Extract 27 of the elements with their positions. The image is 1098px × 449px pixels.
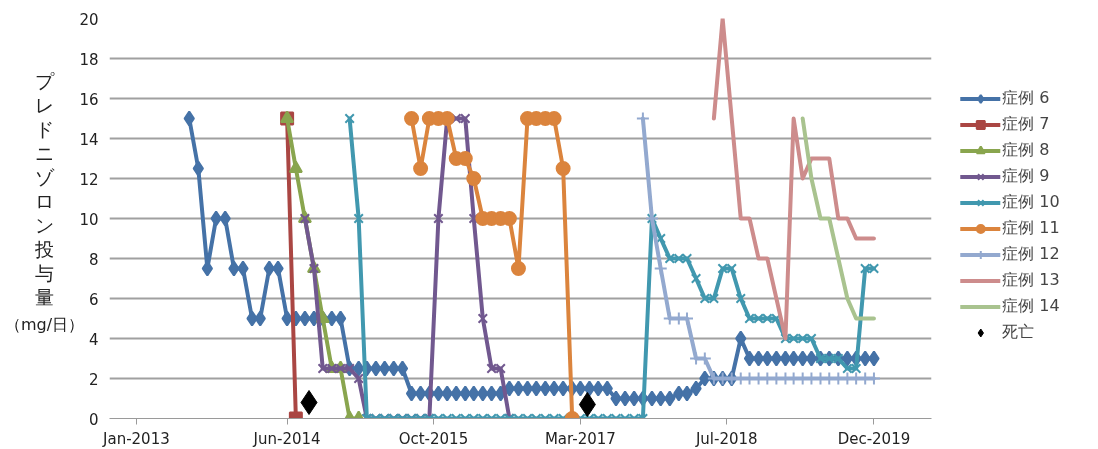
x-tick-label: Dec-2019 — [837, 429, 911, 448]
y-tick-label: 10 — [79, 210, 99, 229]
legend-label: 症例 13 — [1002, 269, 1060, 291]
legend-label: 症例 8 — [1002, 139, 1050, 161]
y-tick-label: 6 — [88, 290, 99, 309]
legend-label: 症例 14 — [1002, 295, 1060, 317]
legend-label: 症例 6 — [1002, 87, 1050, 109]
x-tick-label: Mar-2017 — [544, 429, 616, 448]
legend-label: 症例 9 — [1002, 165, 1050, 187]
y-tick-label: 14 — [79, 130, 99, 149]
x-tick-label: Jun-2014 — [252, 429, 321, 448]
y-tick-label: 4 — [88, 330, 99, 349]
legend-label: 死亡 — [1002, 321, 1035, 343]
x-tick-label: Jan-2013 — [102, 429, 170, 448]
x-tick-label: Jul-2018 — [694, 429, 758, 448]
x-tick-label: Oct-2015 — [398, 429, 469, 448]
legend-label: 症例 7 — [1002, 113, 1050, 135]
y-tick-label: 18 — [79, 50, 99, 69]
y-tick-label: 12 — [79, 170, 99, 189]
y-tick-label: 8 — [88, 250, 99, 269]
y-tick-label: 0 — [88, 410, 99, 429]
y-tick-label: 16 — [79, 90, 99, 109]
y-tick-label: 2 — [88, 370, 99, 389]
legend-label: 症例 12 — [1002, 243, 1060, 265]
legend-label: 症例 10 — [1002, 191, 1060, 213]
y-tick-label: 20 — [79, 10, 99, 29]
legend-label: 症例 11 — [1002, 217, 1060, 239]
